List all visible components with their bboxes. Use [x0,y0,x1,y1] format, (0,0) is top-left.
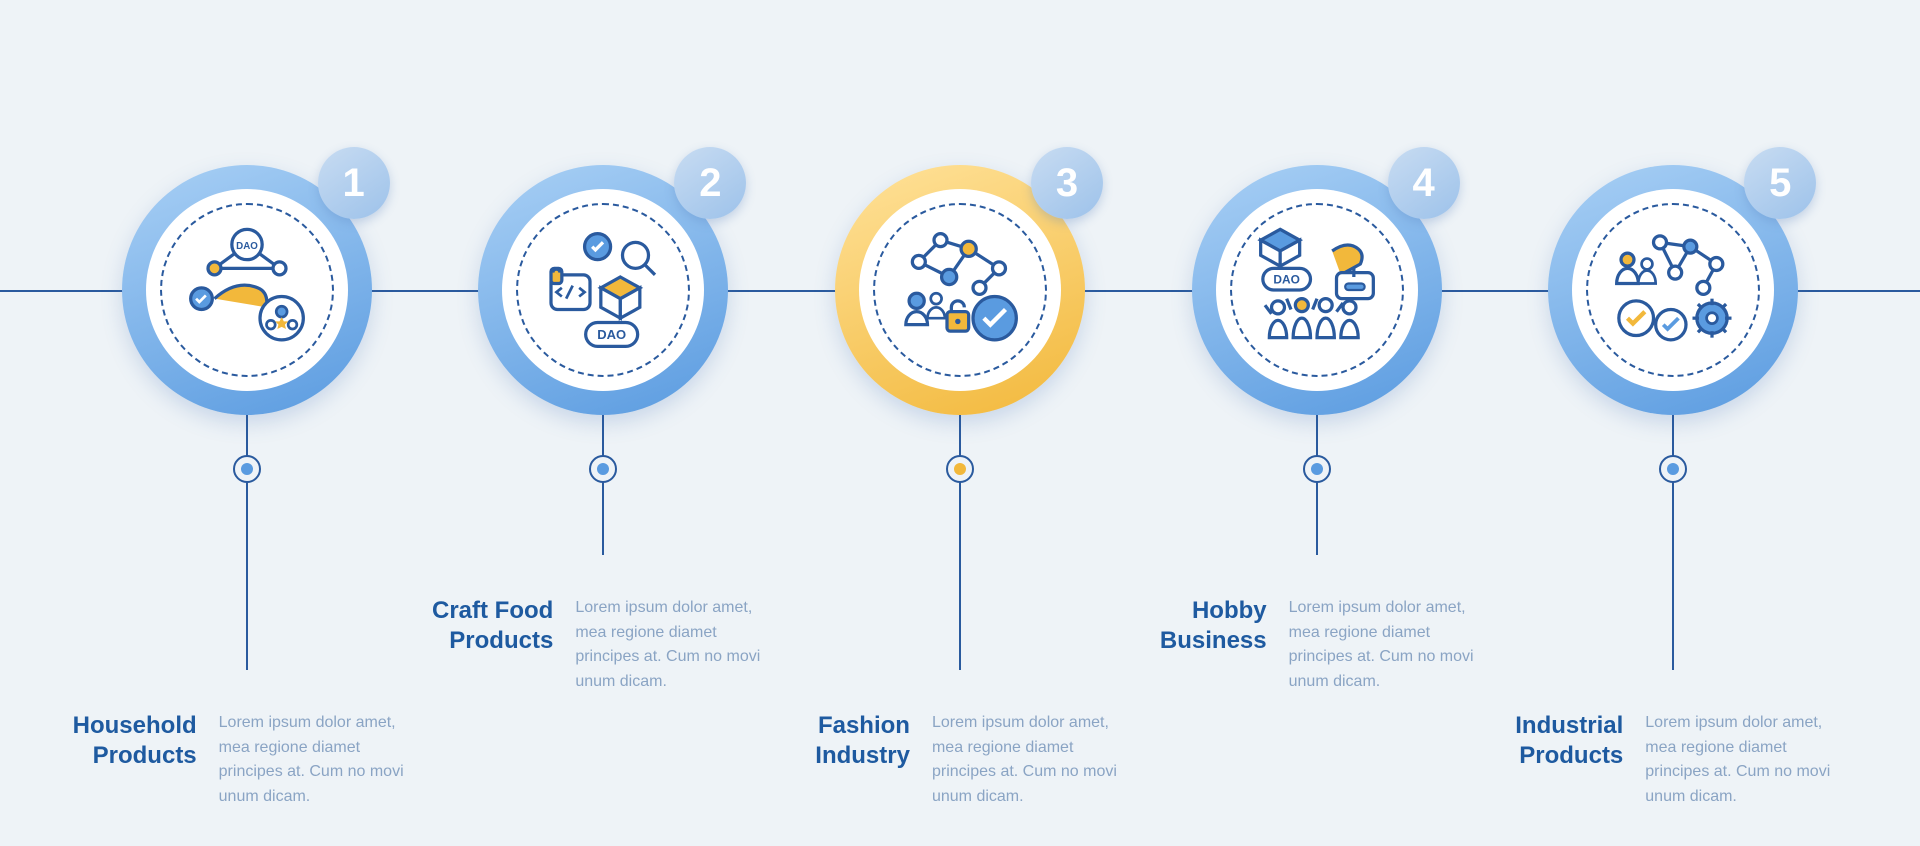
step-2-number: 2 [699,161,721,206]
step-3-number: 3 [1056,161,1078,206]
step-3-text: Fashion Industry Lorem ipsum dolor amet,… [780,711,1140,810]
dao-team-vote-icon: DAO [1242,215,1392,365]
step-1-number: 1 [343,161,365,206]
step-5-title: Industrial Products [1493,711,1623,771]
step-2: DAO 2 Craft Food Products Lorem ipsum do… [433,165,773,555]
svg-text:DAO: DAO [598,327,627,342]
step-2-text: Craft Food Products Lorem ipsum dolor am… [423,596,783,695]
step-4-dot [1303,455,1331,483]
step-5-dot [1659,455,1687,483]
code-search-dao-icon: DAO [528,215,678,365]
step-3-connector [959,415,961,670]
step-2-badge: 2 [674,147,746,219]
step-2-body: Lorem ipsum dolor amet, mea regione diam… [575,596,783,695]
step-3-circle: 3 [835,165,1085,415]
step-3: 3 Fashion Industry Lorem ipsum dolor ame… [790,165,1130,670]
steps-container: DAO 1 [0,0,1920,846]
step-3-badge: 3 [1031,147,1103,219]
step-1-text: Household Products Lorem ipsum dolor ame… [67,711,427,810]
step-4-circle: DAO 4 [1192,165,1442,415]
step-1-circle: DAO 1 [122,165,372,415]
step-5-body: Lorem ipsum dolor amet, mea regione diam… [1645,711,1853,810]
step-4: DAO 4 Hobby Busi [1147,165,1487,555]
step-4-number: 4 [1413,161,1435,206]
step-2-dot-inner [597,463,609,475]
step-4-dot-inner [1311,463,1323,475]
step-5-badge: 5 [1744,147,1816,219]
network-unlock-check-icon [885,215,1035,365]
step-5-connector [1672,415,1674,670]
step-2-circle: DAO 2 [478,165,728,415]
step-5-text: Industrial Products Lorem ipsum dolor am… [1493,711,1853,810]
step-4-badge: 4 [1388,147,1460,219]
step-3-title: Fashion Industry [780,711,910,771]
step-2-dot [589,455,617,483]
step-4-connector [1316,415,1318,555]
step-5-circle: 5 [1548,165,1798,415]
step-5: 5 Industrial Products Lorem ipsum dolor … [1503,165,1843,670]
step-1: DAO 1 [77,165,417,670]
step-1-badge: 1 [318,147,390,219]
step-3-body: Lorem ipsum dolor amet, mea regione diam… [932,711,1140,810]
step-1-title: Household Products [67,711,197,771]
step-5-dot-inner [1667,463,1679,475]
step-3-dot-inner [954,463,966,475]
step-4-title: Hobby Business [1137,596,1267,656]
svg-text:DAO: DAO [1273,273,1299,287]
step-4-body: Lorem ipsum dolor amet, mea regione diam… [1289,596,1497,695]
step-3-dot [946,455,974,483]
step-4-text: Hobby Business Lorem ipsum dolor amet, m… [1137,596,1497,695]
svg-text:DAO: DAO [236,241,258,252]
step-2-title: Craft Food Products [423,596,553,656]
step-1-dot [233,455,261,483]
step-1-connector [246,415,248,670]
step-1-body: Lorem ipsum dolor amet, mea regione diam… [219,711,427,810]
step-5-number: 5 [1769,161,1791,206]
dao-network-icon: DAO [172,215,322,365]
people-network-gear-icon [1598,215,1748,365]
step-1-dot-inner [241,463,253,475]
step-2-connector [602,415,604,555]
